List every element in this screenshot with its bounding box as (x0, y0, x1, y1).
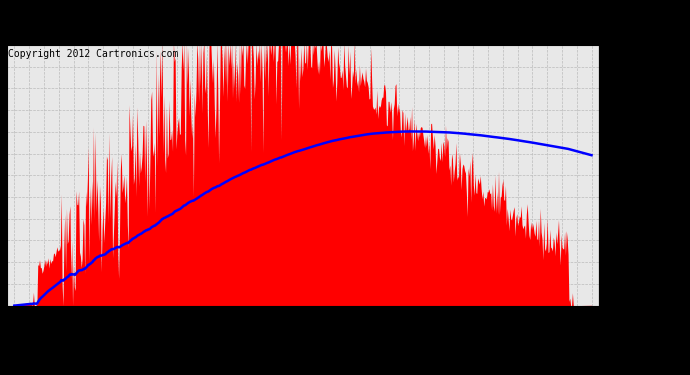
Text: Copyright 2012 Cartronics.com: Copyright 2012 Cartronics.com (8, 49, 179, 59)
Text: Total PV Panel Power & Running Average Power (watts) Sun Feb 26 17:41: Total PV Panel Power & Running Average P… (0, 9, 649, 28)
